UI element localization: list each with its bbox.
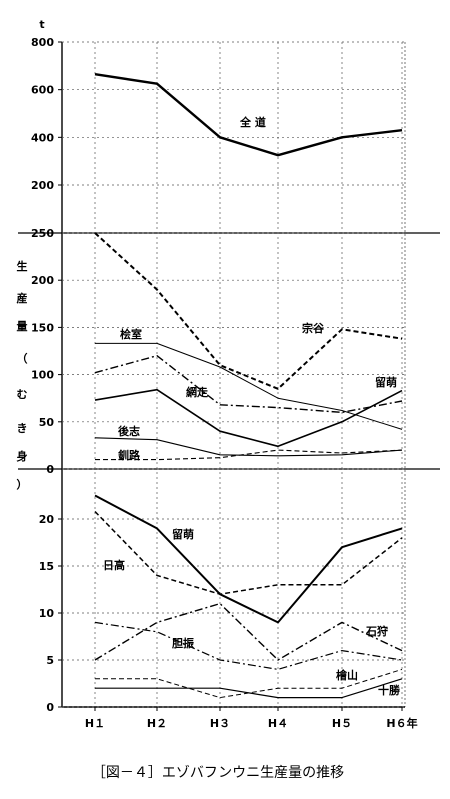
series-line: [95, 342, 403, 430]
series-line: [94, 602, 403, 661]
y-tick-label: 15: [39, 560, 54, 573]
series-label-shiribeshi: 後志: [118, 424, 140, 438]
series-label-iburi: 胆振: [172, 636, 194, 650]
unit-label: t: [39, 18, 44, 31]
y-tick-label: 150: [31, 321, 54, 334]
series-label-rumoi-mid: 留萌: [375, 375, 397, 389]
series-line: [94, 355, 403, 414]
y-axis-label-char: 産: [17, 291, 28, 305]
y-axis-label-char: （: [17, 352, 28, 365]
series-layer: [94, 73, 403, 699]
y-tick-label: 250: [31, 227, 54, 240]
x-tick-label: H１: [85, 717, 105, 730]
series-label-ishikari: 石狩: [365, 624, 388, 638]
y-tick-label: 0: [46, 463, 54, 476]
y-axis-label-char: ）: [17, 478, 28, 491]
series-label-himuro: 桧室: [120, 327, 142, 341]
series-label-abashiri: 網走: [186, 385, 208, 399]
y-axis-label-char: 身: [17, 449, 28, 463]
y-tick-label: 10: [39, 607, 55, 620]
series-line: [94, 621, 403, 671]
series-line: [94, 73, 403, 157]
y-axis-label-char: 生: [17, 259, 28, 273]
series-line: [94, 232, 403, 390]
series-line: [95, 449, 403, 461]
y-tick-label: 400: [31, 131, 54, 144]
x-tick-label: H５: [332, 717, 352, 730]
series-line: [94, 388, 403, 448]
series-line: [94, 494, 403, 624]
y-tick-label: 0: [46, 701, 54, 714]
y-tick-label: 600: [31, 84, 54, 97]
series-line: [95, 678, 403, 699]
y-axis-label-char: 量: [17, 320, 28, 333]
series-line: [94, 437, 403, 457]
x-tick-label: H４: [268, 717, 288, 730]
series-label-tokachi: 十勝: [378, 683, 401, 697]
y-tick-label: 50: [39, 416, 55, 429]
series-label-rumoi-bot: 留萌: [172, 527, 194, 541]
x-tick-label: H６年: [386, 716, 417, 730]
series-line: [94, 510, 403, 595]
series-label-kushiro: 釧路: [117, 448, 141, 462]
series-label-soya: 宗谷: [302, 321, 325, 335]
y-tick-label: 800: [31, 36, 54, 49]
y-tick-label: 200: [31, 274, 54, 287]
series-line: [95, 668, 403, 699]
series-label-hiyama: 檜山: [336, 668, 358, 682]
y-tick-label: 100: [31, 369, 54, 382]
x-tick-label: H３: [210, 717, 230, 730]
figure-caption: ［図－４］エゾバフンウニ生産量の推移: [92, 765, 344, 781]
y-tick-label: 20: [39, 513, 55, 526]
y-axis-label-char: き: [17, 422, 28, 435]
y-tick-label: 200: [31, 179, 54, 192]
series-label-all-hokkaido: 全 道: [239, 115, 266, 129]
y-axis-label: 生産量 （ むき身 ）: [17, 259, 28, 491]
series-label-hidaka: 日高: [103, 558, 125, 572]
x-tick-label: H２: [147, 717, 167, 730]
y-tick-label: 5: [46, 654, 54, 667]
y-axis-label-char: む: [17, 388, 28, 401]
